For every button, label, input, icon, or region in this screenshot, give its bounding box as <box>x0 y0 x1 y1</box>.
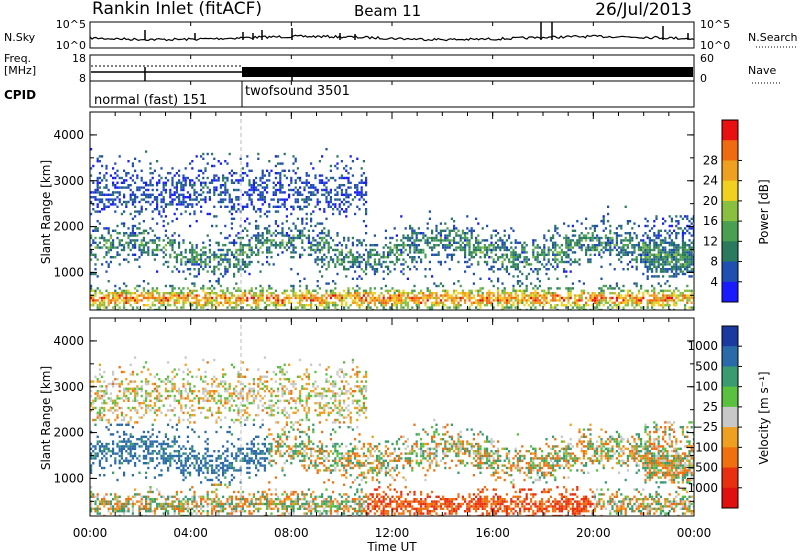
colorbar-segment <box>722 366 738 388</box>
power-heatmap <box>90 112 694 310</box>
colorbar-segment <box>722 406 738 428</box>
velocity-colorbar: 1000 500 100 25 −25 −100 −500 −1000 <box>677 325 742 509</box>
power-panel-frame <box>89 111 695 311</box>
colorbar-segment <box>722 120 738 141</box>
colorbar-tick-label: 1000 <box>687 339 718 353</box>
beam-title: Beam 11 <box>354 2 421 20</box>
station-title: Rankin Inlet (fitACF) <box>92 0 262 19</box>
colorbar-tick-label: 20 <box>703 194 718 208</box>
colorbar-tick-label: 28 <box>703 153 718 167</box>
colorbar-tick-label: 500 <box>695 359 718 373</box>
freq-right-tick-top: 60 <box>700 52 714 65</box>
colorbar-segment <box>722 281 738 303</box>
colorbar-segment <box>722 160 738 182</box>
ytick-label: 1000 <box>53 265 84 279</box>
power-ylabel: Slant Range [km] <box>39 160 53 264</box>
colorbar-segment <box>722 221 738 242</box>
colorbar-tick-label: −25 <box>693 420 718 434</box>
colorbar-segment <box>722 487 738 509</box>
colorbar-tick-label: −100 <box>685 440 718 454</box>
colorbar-tick-label: 16 <box>703 214 718 228</box>
noise-left-tick-top: 10^5 <box>56 18 86 31</box>
freq-nave-band-twofsound <box>242 67 693 77</box>
power-colorbar-label: Power [dB] <box>757 179 771 244</box>
freq-left-tick-bottom: 8 <box>79 72 86 85</box>
xtick-label: 00:00 <box>677 526 712 540</box>
ytick-label: 3000 <box>53 174 84 188</box>
ytick-label: 2000 <box>53 220 84 234</box>
cpid-mode-twofsound: twofsound 3501 <box>245 84 350 99</box>
x-axis-label: Time UT <box>366 540 417 554</box>
xtick-label: 12:00 <box>375 526 410 540</box>
cpid-mode-normal: normal (fast) 151 <box>94 93 207 108</box>
power-axes: 1000 2000 3000 4000 <box>53 112 695 310</box>
colorbar-segment <box>722 346 738 367</box>
ytick-label: 1000 <box>53 471 84 485</box>
colorbar-segment <box>722 447 738 469</box>
date-title: 26/Jul/2013 <box>595 0 692 20</box>
cpid-label: CPID <box>4 88 36 102</box>
colorbar-segment <box>722 261 738 283</box>
freq-left-label-2: [MHz] <box>4 64 36 77</box>
xtick-label: 00:00 <box>73 526 108 540</box>
xtick-label: 08:00 <box>274 526 309 540</box>
colorbar-segment <box>722 241 738 263</box>
noise-right-tick-bottom: 10^0 <box>700 39 730 52</box>
colorbar-segment <box>722 427 738 448</box>
freq-right-tick-bottom: 0 <box>700 72 707 85</box>
freq-left-label-1: Freq. <box>4 52 31 65</box>
ytick-label: 2000 <box>53 426 84 440</box>
noise-right-label: N.Search <box>748 31 798 44</box>
colorbar-segment <box>722 140 738 161</box>
colorbar-segment <box>722 200 738 222</box>
colorbar-tick-label: 24 <box>703 174 718 188</box>
colorbar-tick-label: 100 <box>695 380 718 394</box>
velocity-colorbar-label: Velocity [m s⁻¹] <box>757 371 771 464</box>
colorbar-tick-label: 8 <box>710 255 718 269</box>
colorbar-segment <box>722 326 738 347</box>
colorbar-segment <box>722 180 738 202</box>
ytick-label: 3000 <box>53 380 84 394</box>
colorbar-segment <box>722 467 738 489</box>
colorbar-segment <box>722 386 738 408</box>
xtick-label: 16:00 <box>475 526 510 540</box>
noise-sky-line <box>89 34 695 42</box>
noise-right-tick-top: 10^5 <box>700 18 730 31</box>
colorbar-tick-label: 25 <box>703 400 718 414</box>
freq-right-label: Nave <box>748 64 776 77</box>
colorbar-tick-label: −500 <box>685 461 718 475</box>
velocity-ylabel: Slant Range [km] <box>39 366 53 470</box>
ytick-label: 4000 <box>53 128 84 142</box>
noise-left-tick-bottom: 10^0 <box>56 39 86 52</box>
xtick-label: 20:00 <box>576 526 611 540</box>
xtick-label: 04:00 <box>173 526 208 540</box>
velocity-heatmap <box>90 318 694 516</box>
velocity-axes: 1000 2000 3000 4000 <box>53 318 695 516</box>
velocity-panel-frame <box>89 317 695 517</box>
colorbar-tick-label: −1000 <box>677 481 718 495</box>
noise-search-spikes <box>144 22 689 40</box>
colorbar-tick-label: 12 <box>703 234 718 248</box>
freq-left-tick-top: 18 <box>72 52 86 65</box>
x-axis-ticks: 00:00 04:00 08:00 12:00 16:00 20:00 00:00 <box>73 22 712 540</box>
power-colorbar: 4 8 12 16 20 24 28 <box>703 119 742 303</box>
ytick-label: 4000 <box>53 334 84 348</box>
noise-left-label: N.Sky <box>4 31 36 44</box>
colorbar-tick-label: 4 <box>710 275 718 289</box>
